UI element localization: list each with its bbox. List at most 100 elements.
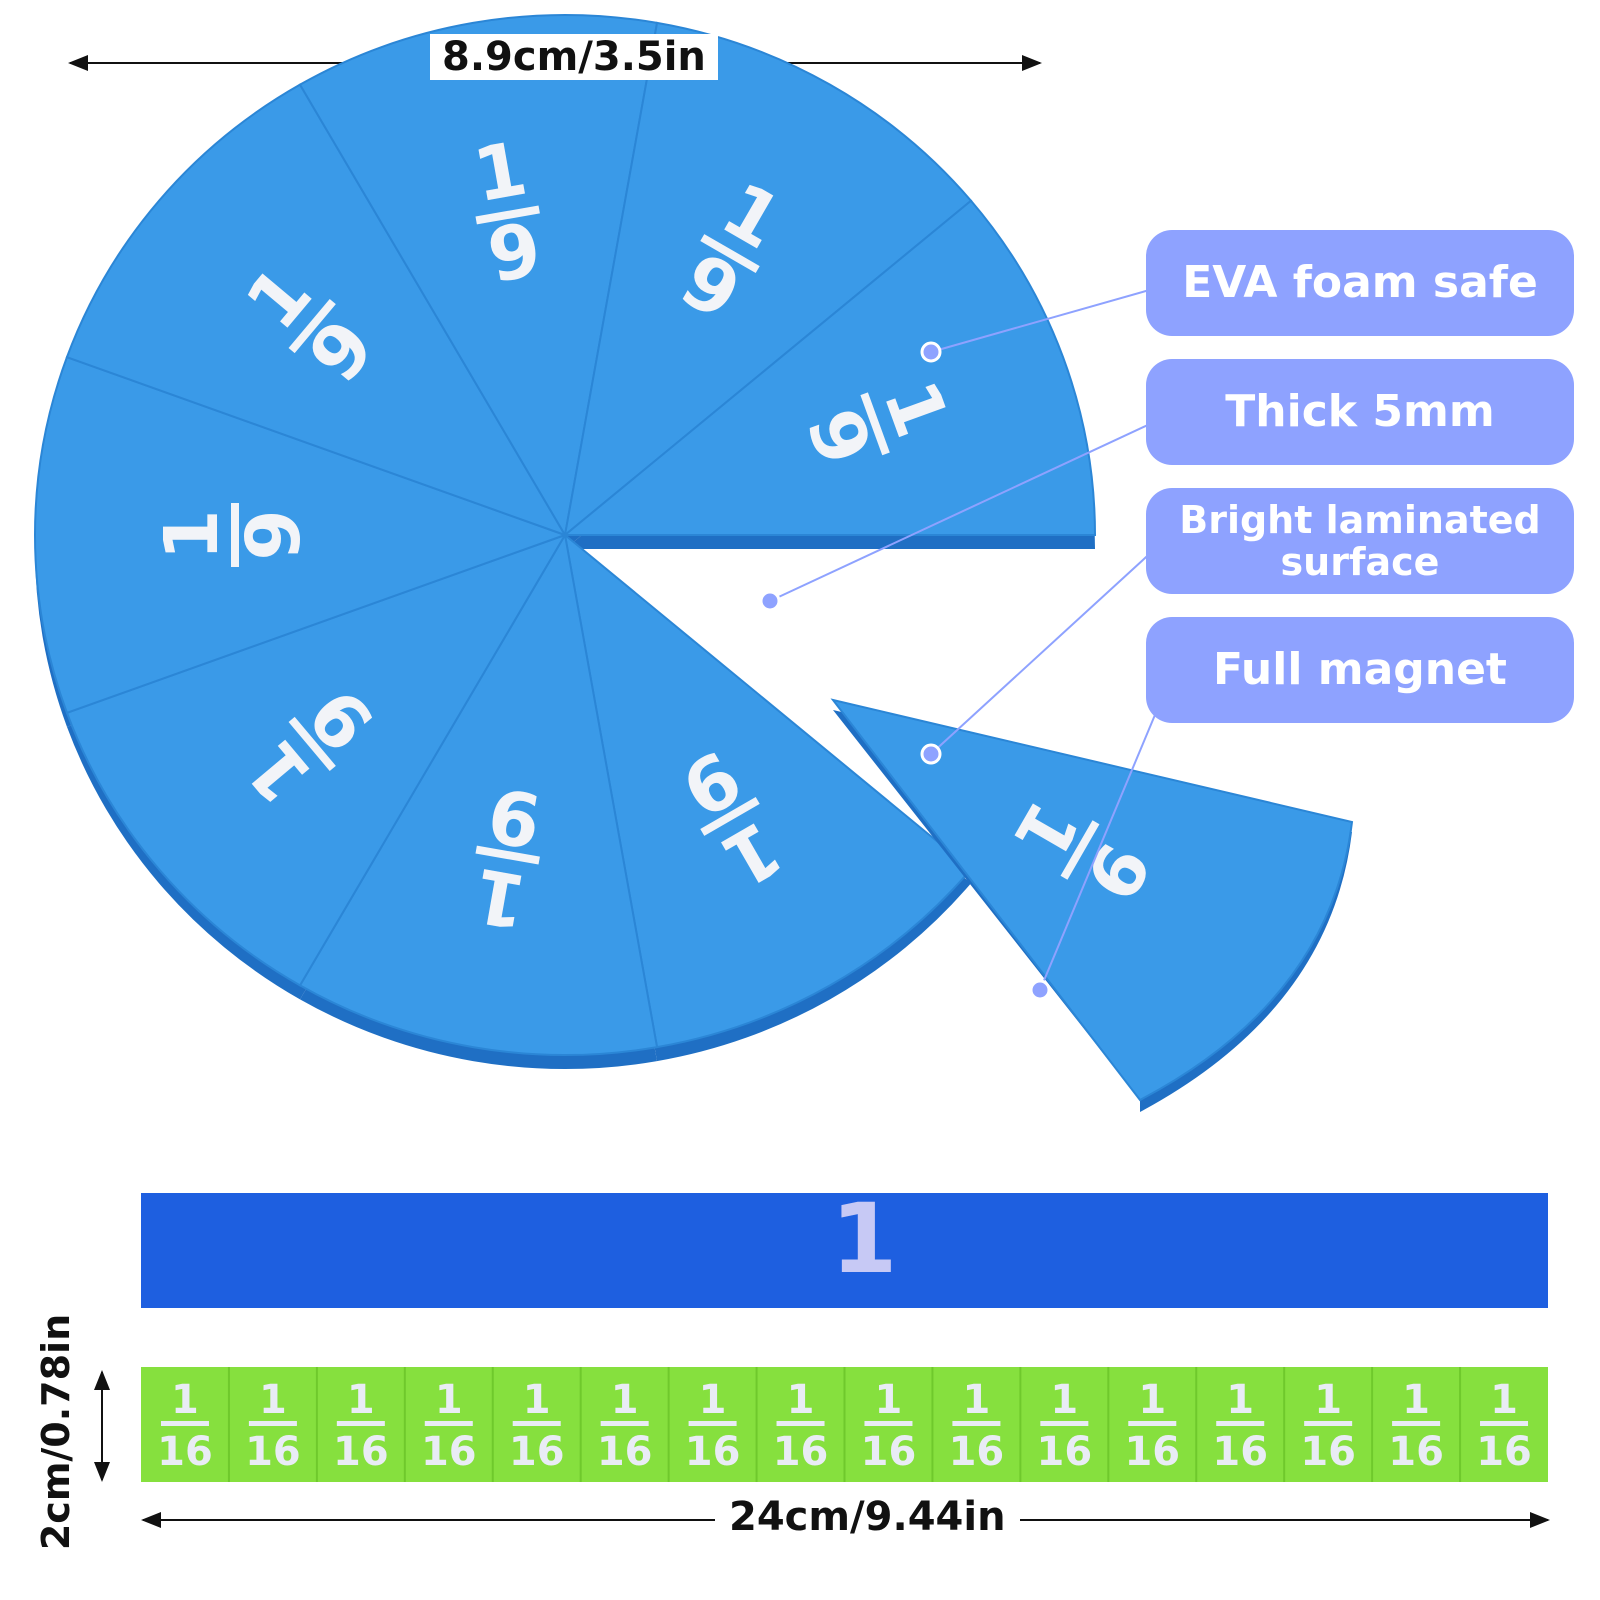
- sixteenth-denominator: 16: [157, 1429, 213, 1475]
- sixteenth-piece: 116: [1195, 1367, 1268, 1482]
- fraction-bar: [1392, 1421, 1441, 1426]
- fraction-bar: [1216, 1421, 1265, 1426]
- fraction-bar: [475, 205, 540, 225]
- sixteenth-numerator: 1: [523, 1377, 551, 1423]
- callout-thickness: Thick 5mm: [1146, 359, 1574, 465]
- sixteenth-denominator: 16: [1037, 1429, 1093, 1475]
- pie-wedge: [562, 199, 1097, 536]
- pie-wedge: [563, 532, 973, 1049]
- fraction-bar: [248, 1421, 297, 1426]
- sixteenth-denominator: 16: [509, 1429, 565, 1475]
- fraction-bar: [512, 1421, 561, 1426]
- sixteenth-piece: 116: [227, 1367, 301, 1482]
- sixteenth-numerator: 1: [1314, 1377, 1342, 1423]
- pointer-dot: [920, 341, 942, 363]
- sixteenth-numerator: 1: [347, 1377, 375, 1423]
- sixteenth-numerator: 1: [1402, 1377, 1430, 1423]
- pointer-dot: [920, 743, 942, 765]
- sixteenth-piece: 116: [1371, 1367, 1444, 1482]
- fraction-bar: [1128, 1421, 1177, 1426]
- sixteenth-piece: 116: [1019, 1367, 1093, 1482]
- sixteenth-numerator: 1: [787, 1377, 815, 1423]
- fraction-bar: [1480, 1421, 1529, 1426]
- fraction-bar: [1060, 820, 1100, 880]
- sixteenth-numerator: 1: [1490, 1377, 1518, 1423]
- sixteenth-numerator: 1: [699, 1377, 727, 1423]
- sixteenth-piece: 116: [1459, 1367, 1532, 1482]
- pie-diameter-label: 8.9cm/3.5in: [430, 34, 718, 80]
- strip-height-label: 2cm/0.78in: [34, 1294, 78, 1570]
- fraction-bar: [231, 503, 239, 567]
- sixteenth-denominator: 16: [333, 1429, 389, 1475]
- sixteenth-denominator: 16: [1212, 1429, 1268, 1475]
- fraction-bar: [700, 796, 760, 836]
- sixteenth-numerator: 1: [962, 1377, 990, 1423]
- sixteenth-piece: 116: [315, 1367, 389, 1482]
- sixteenth-numerator: 1: [611, 1377, 639, 1423]
- sixteenth-numerator: 1: [1050, 1377, 1078, 1423]
- callout-laminated-surface: Bright laminated surface: [1146, 488, 1574, 594]
- sixteenth-piece: 116: [931, 1367, 1005, 1482]
- sixteenth-denominator: 16: [1124, 1429, 1180, 1475]
- sixteenth-piece: 116: [403, 1367, 477, 1482]
- fraction-bar: [1304, 1421, 1353, 1426]
- sixteenth-denominator: 16: [773, 1429, 829, 1475]
- pointer-dot: [1029, 979, 1051, 1001]
- pie-wedge: [34, 355, 568, 715]
- fraction-bar: [952, 1421, 1001, 1426]
- fraction-numerator: 1: [149, 509, 235, 561]
- sixteenth-piece: 116: [1107, 1367, 1180, 1482]
- callout-eva-foam: EVA foam safe: [1146, 230, 1574, 336]
- sixteenth-piece: 116: [755, 1367, 829, 1482]
- fraction-denominator: 9: [231, 509, 317, 561]
- sixteenth-denominator: 16: [949, 1429, 1005, 1475]
- sixteenth-denominator: 16: [421, 1429, 477, 1475]
- fraction-bar: [475, 845, 540, 865]
- fraction-bar: [1040, 1421, 1089, 1426]
- callout-pointers: [759, 286, 1181, 1001]
- wedge-fraction-label: 19: [667, 166, 796, 337]
- sixteenth-denominator: 16: [861, 1429, 917, 1475]
- fraction-bar: [288, 299, 336, 354]
- sixteenth-denominator: 16: [1300, 1429, 1356, 1475]
- callout-magnet: Full magnet: [1146, 617, 1574, 723]
- strip-length-label: 24cm/9.44in: [715, 1494, 1020, 1540]
- fraction-bar: [288, 716, 336, 771]
- loose-piece-face: [830, 698, 1354, 1102]
- sixteenths-bar: 1161161161161161161161161161161161161161…: [141, 1367, 1548, 1482]
- fraction-bar: [336, 1421, 385, 1426]
- fraction-bar: [860, 392, 890, 456]
- pointer-dot: [759, 590, 781, 612]
- wedge-fraction-label: 19: [149, 503, 317, 567]
- sixteenth-denominator: 16: [245, 1429, 301, 1475]
- fraction-bar: [688, 1421, 737, 1426]
- fraction-bar: [776, 1421, 825, 1426]
- fraction-bar: [424, 1421, 473, 1426]
- sixteenth-piece: 116: [157, 1377, 213, 1475]
- pie-wedge: [563, 21, 973, 538]
- sixteenth-denominator: 16: [597, 1429, 653, 1475]
- sixteenth-piece: 116: [579, 1367, 653, 1482]
- sixteenth-numerator: 1: [1226, 1377, 1254, 1423]
- fraction-bar: [600, 1421, 649, 1426]
- sixteenth-piece: 116: [1283, 1367, 1356, 1482]
- loose-ninth-piece: 19: [830, 698, 1354, 1112]
- sixteenth-numerator: 1: [259, 1377, 287, 1423]
- pie-wedge: [298, 14, 659, 538]
- sixteenth-numerator: 1: [435, 1377, 463, 1423]
- whole-bar-label: 1: [831, 1183, 898, 1295]
- pie-wedge: [65, 83, 568, 537]
- fraction-bar: [700, 234, 760, 274]
- sixteenth-numerator: 1: [875, 1377, 903, 1423]
- sixteenth-piece: 116: [843, 1367, 917, 1482]
- fraction-bar: [160, 1421, 209, 1426]
- fraction-bar: [864, 1421, 913, 1426]
- sixteenth-numerator: 1: [1138, 1377, 1166, 1423]
- pie-wedge: [298, 532, 659, 1056]
- sixteenth-piece: 116: [491, 1367, 565, 1482]
- sixteenth-denominator: 16: [685, 1429, 741, 1475]
- whole-bar: 1: [141, 1183, 1548, 1308]
- pie-wedge: [65, 533, 568, 987]
